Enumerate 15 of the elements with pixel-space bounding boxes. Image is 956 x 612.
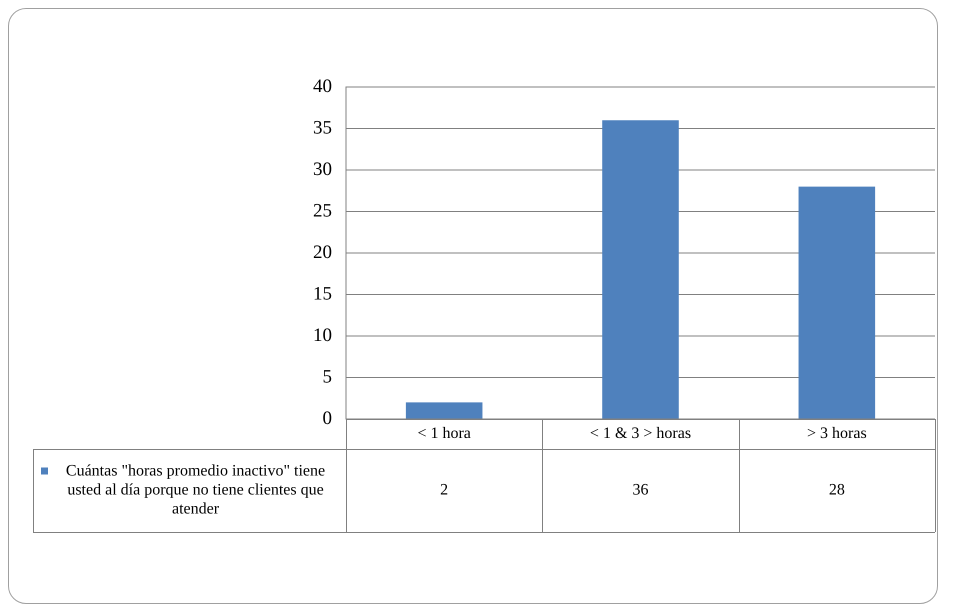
y-tick-label: 0	[322, 408, 332, 429]
x-tick-label: < 1 & 3 > horas	[590, 425, 692, 442]
x-tick-label: < 1 hora	[417, 425, 471, 442]
y-tick-label: 30	[313, 158, 332, 180]
y-tick-label: 20	[313, 242, 332, 263]
bar	[602, 120, 679, 418]
x-tick-label: > 3 horas	[806, 425, 867, 442]
bar	[798, 186, 876, 418]
y-tick-label: 5	[322, 366, 332, 388]
y-tick-label: 10	[313, 324, 332, 346]
y-tick-label: 25	[313, 200, 332, 222]
bar	[406, 402, 482, 418]
y-tick-label: 40	[313, 76, 332, 97]
y-tick-label: 15	[313, 283, 332, 304]
y-tick-label: 35	[313, 117, 332, 138]
